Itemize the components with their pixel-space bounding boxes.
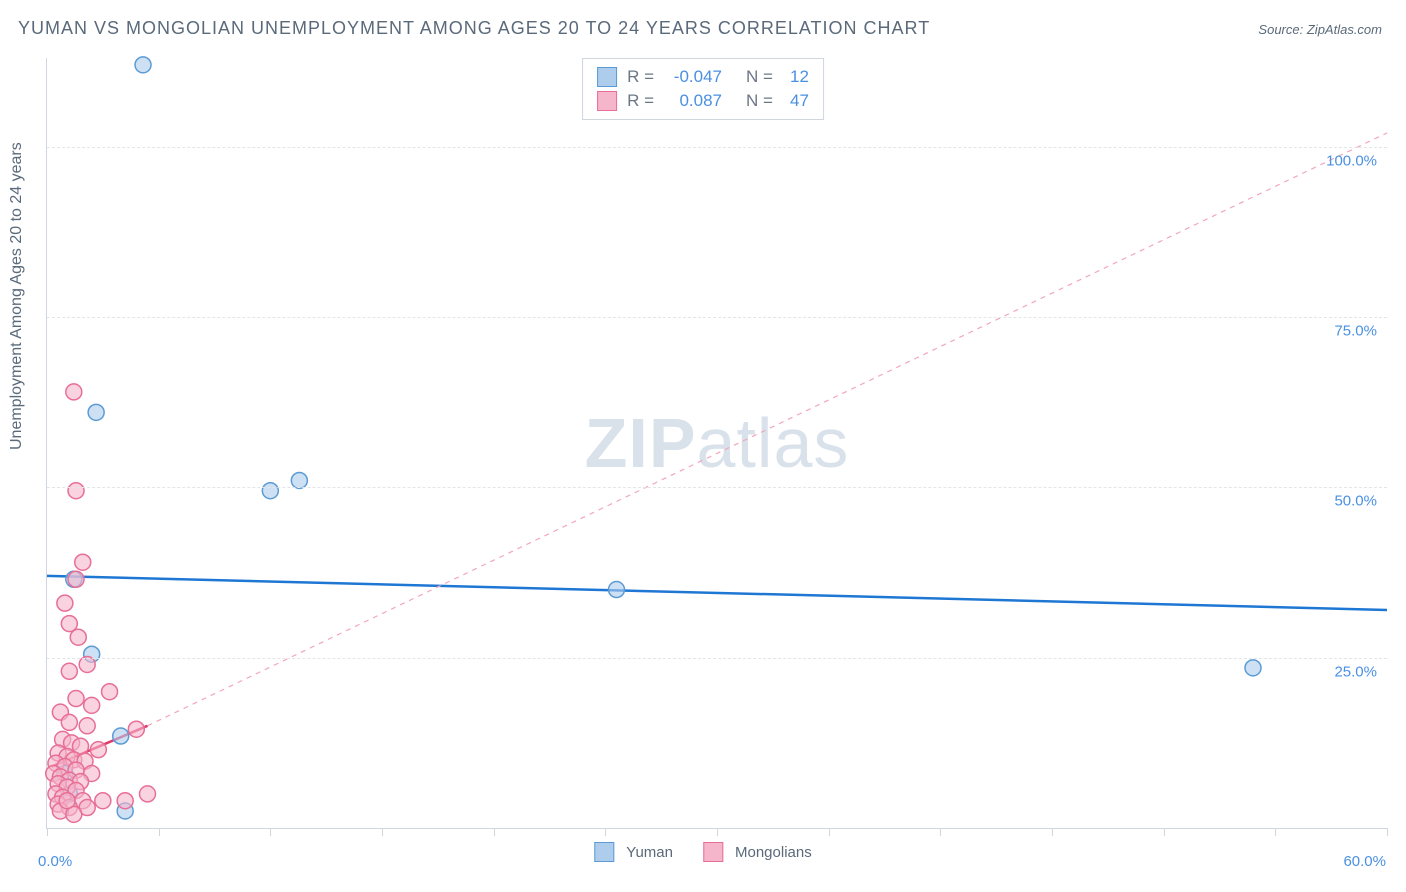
x-tick	[829, 828, 830, 836]
data-point	[140, 786, 156, 802]
y-tick-label: 100.0%	[1326, 152, 1377, 169]
grid-line	[47, 147, 1387, 148]
legend-swatch	[597, 91, 617, 111]
x-tick	[1052, 828, 1053, 836]
data-point	[609, 582, 625, 598]
r-label: R =	[627, 89, 654, 113]
data-point	[84, 697, 100, 713]
data-point	[61, 663, 77, 679]
data-point	[88, 404, 104, 420]
data-point	[135, 57, 151, 73]
legend-series: Yuman Mongolians	[594, 842, 811, 862]
chart-svg	[47, 58, 1387, 828]
source-label: Source:	[1258, 22, 1303, 37]
x-axis-max-label: 60.0%	[1343, 853, 1386, 870]
data-point	[79, 656, 95, 672]
trend-line	[47, 576, 1387, 610]
x-tick	[940, 828, 941, 836]
r-value: 0.087	[660, 89, 722, 113]
data-point	[75, 554, 91, 570]
chart-title: YUMAN VS MONGOLIAN UNEMPLOYMENT AMONG AG…	[18, 18, 930, 39]
data-point	[1245, 660, 1261, 676]
n-value: 47	[779, 89, 809, 113]
x-tick	[1164, 828, 1165, 836]
x-tick	[1387, 828, 1388, 836]
x-tick	[159, 828, 160, 836]
grid-line	[47, 487, 1387, 488]
x-axis-min-label: 0.0%	[38, 853, 72, 870]
grid-line	[47, 317, 1387, 318]
n-value: 12	[779, 65, 809, 89]
legend-stats-row: R =0.087 N =47	[597, 89, 809, 113]
trend-line-extrapolated	[148, 133, 1388, 726]
x-tick	[717, 828, 718, 836]
data-point	[117, 793, 133, 809]
data-point	[68, 691, 84, 707]
legend-swatch	[594, 842, 614, 862]
legend-stats-row: R =-0.047 N =12	[597, 65, 809, 89]
r-value: -0.047	[660, 65, 722, 89]
data-point	[66, 384, 82, 400]
source-attribution: Source: ZipAtlas.com	[1258, 22, 1382, 37]
data-point	[102, 684, 118, 700]
legend-series-item: Yuman	[594, 842, 673, 862]
n-label: N =	[746, 89, 773, 113]
legend-series-item: Mongolians	[703, 842, 812, 862]
data-point	[90, 742, 106, 758]
data-point	[68, 571, 84, 587]
y-tick-label: 25.0%	[1334, 663, 1377, 680]
y-tick-label: 75.0%	[1334, 322, 1377, 339]
y-axis-label: Unemployment Among Ages 20 to 24 years	[8, 142, 26, 450]
data-point	[128, 721, 144, 737]
x-tick	[270, 828, 271, 836]
x-tick	[605, 828, 606, 836]
legend-swatch	[597, 67, 617, 87]
x-tick	[494, 828, 495, 836]
x-tick	[47, 828, 48, 836]
data-point	[70, 629, 86, 645]
data-point	[68, 483, 84, 499]
n-label: N =	[746, 65, 773, 89]
data-point	[113, 728, 129, 744]
legend-label: Yuman	[626, 844, 673, 861]
y-tick-label: 50.0%	[1334, 493, 1377, 510]
data-point	[262, 483, 278, 499]
x-tick	[1275, 828, 1276, 836]
x-tick	[382, 828, 383, 836]
r-label: R =	[627, 65, 654, 89]
legend-stats: R =-0.047 N =12 R =0.087 N =47	[582, 58, 824, 120]
data-point	[59, 793, 75, 809]
data-point	[291, 472, 307, 488]
legend-label: Mongolians	[735, 844, 812, 861]
chart-plot-area: ZIPatlas 25.0%50.0%75.0%100.0%	[46, 58, 1387, 829]
legend-swatch	[703, 842, 723, 862]
data-point	[61, 714, 77, 730]
source-name: ZipAtlas.com	[1307, 22, 1382, 37]
data-point	[79, 718, 95, 734]
grid-line	[47, 658, 1387, 659]
data-point	[57, 595, 73, 611]
data-point	[95, 793, 111, 809]
